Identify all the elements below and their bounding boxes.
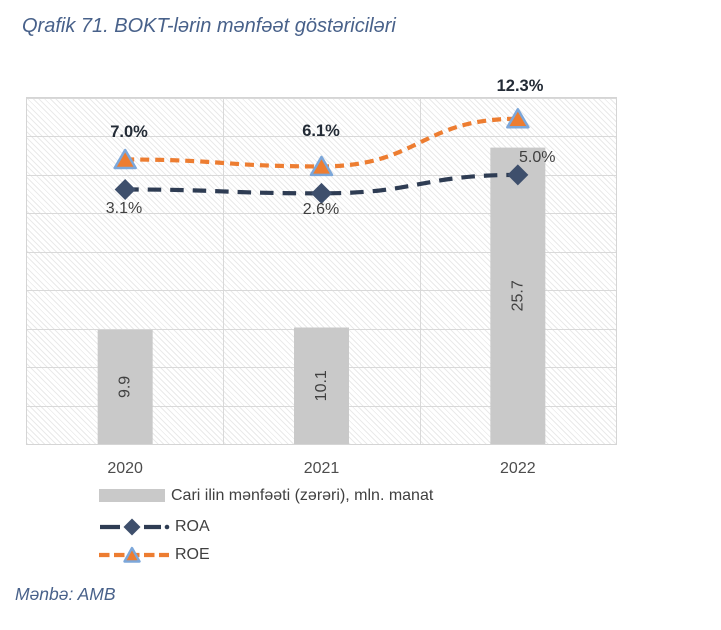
roa-series-swatch (100, 518, 170, 535)
roa-diamond-marker (311, 182, 332, 204)
roa-data-label: 2.6% (302, 201, 340, 218)
roe-swatch-triangle (123, 546, 141, 563)
bar-2022 (490, 147, 546, 444)
x-axis-label-2020: 2020 (107, 460, 143, 477)
roa-swatch-diamond (123, 518, 141, 535)
bar-series-swatch (99, 489, 165, 502)
x-axis-label-2022: 2022 (500, 460, 536, 477)
roa-diamond-marker (507, 164, 529, 186)
roe-triangle-marker (309, 155, 334, 177)
roa-swatch-dot (164, 524, 170, 529)
bar-2020 (97, 329, 153, 444)
bar-value-label: 9.9 (117, 376, 134, 398)
roa-data-label: 5.0% (519, 149, 556, 166)
legend-label-roe: ROE (175, 545, 210, 563)
x-axis-label-2021: 2021 (303, 460, 340, 477)
roe-data-label: 7.0% (110, 123, 148, 141)
legend-label-profit: Cari ilin mənfəəti (zərəri), mln. manat (171, 486, 434, 504)
legend-label-roa: ROA (175, 517, 210, 535)
roa-line (125, 172, 518, 196)
bar-value-label: 25.7 (509, 280, 526, 311)
roa-diamond-marker (114, 178, 136, 200)
bar-value-label: 10.1 (313, 370, 330, 401)
bar-2021 (294, 327, 349, 444)
source-note: Mənbə: AMB (15, 584, 116, 604)
legend-item-profit-bar: Cari ilin mənfəəti (zərəri), mln. manat (99, 485, 433, 506)
plot-area: 9.9 10.1 25.7 (26, 97, 617, 445)
roe-triangle-marker (113, 148, 137, 170)
legend-item-roa: ROA (99, 516, 210, 537)
roe-triangle-marker (506, 108, 530, 129)
roe-data-label: 6.1% (302, 122, 340, 140)
chart-canvas: 9.9 10.1 25.7 (27, 98, 616, 444)
roe-data-label: 12.3% (496, 77, 544, 95)
roa-data-label: 3.1% (105, 200, 143, 217)
legend-item-roe: ROE (99, 544, 210, 565)
chart-title: Qrafik 71. BOKT-lərin mənfəət göstəricil… (22, 15, 396, 37)
roe-series-swatch (99, 546, 169, 563)
